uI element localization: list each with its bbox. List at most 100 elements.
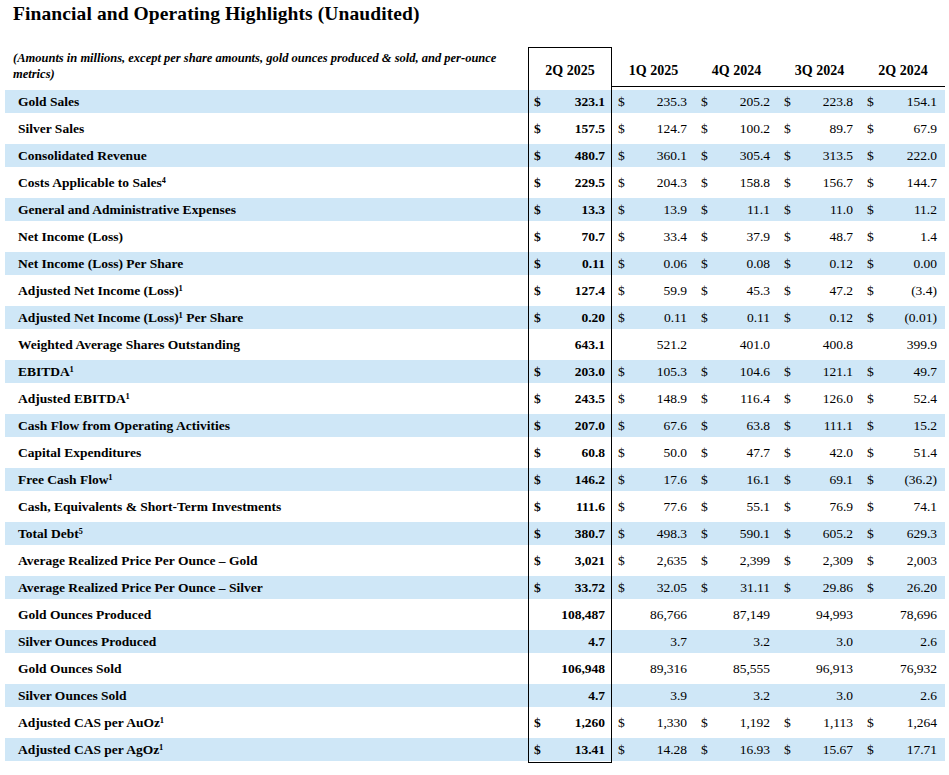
cell-value: 78,696 xyxy=(900,607,937,623)
row-label: Net Income (Loss) xyxy=(5,229,528,245)
dollar-sign: $ xyxy=(618,742,625,758)
value-cell: 401.0 xyxy=(695,337,778,353)
value-cell: 3.7 xyxy=(612,634,695,650)
cell-value: 32.05 xyxy=(657,580,687,596)
value-cell: $1,113 xyxy=(778,715,861,731)
cell-value: 31.11 xyxy=(740,580,770,596)
cell-value: 51.4 xyxy=(913,445,937,461)
table-row: Silver Sales$157.5$124.7$100.2$89.7$67.9 xyxy=(5,115,945,142)
dollar-sign: $ xyxy=(867,445,874,461)
row-label: Net Income (Loss) Per Share xyxy=(5,256,528,272)
value-cell: $2,399 xyxy=(695,553,778,569)
cell-value: 105.3 xyxy=(657,364,687,380)
value-cell: $127.4 xyxy=(528,283,612,299)
cell-value: 16.93 xyxy=(740,742,770,758)
value-cell: 3.0 xyxy=(778,688,861,704)
dollar-sign: $ xyxy=(618,121,625,137)
cell-value: 15.67 xyxy=(823,742,853,758)
cell-value: 207.0 xyxy=(575,418,605,434)
dollar-sign: $ xyxy=(618,553,625,569)
dollar-sign: $ xyxy=(784,715,791,731)
value-cell: $124.7 xyxy=(612,121,695,137)
cell-value: 3,021 xyxy=(575,553,605,569)
cell-value: 94,993 xyxy=(816,607,853,623)
dollar-sign: $ xyxy=(534,148,541,164)
cell-value: 313.5 xyxy=(823,148,853,164)
value-cell: $305.4 xyxy=(695,148,778,164)
dollar-sign: $ xyxy=(867,472,874,488)
cell-value: 305.4 xyxy=(740,148,770,164)
value-cell: $42.0 xyxy=(778,445,861,461)
dollar-sign: $ xyxy=(701,148,708,164)
value-cell: $0.06 xyxy=(612,256,695,272)
value-cell: $29.86 xyxy=(778,580,861,596)
value-cell: $14.28 xyxy=(612,742,695,758)
value-cell: $52.4 xyxy=(861,391,945,407)
dollar-sign: $ xyxy=(701,364,708,380)
row-label: Costs Applicable to Sales⁴ xyxy=(5,175,528,191)
dollar-sign: $ xyxy=(701,526,708,542)
value-cell: $148.9 xyxy=(612,391,695,407)
value-cell: $70.7 xyxy=(528,229,612,245)
value-cell: $0.12 xyxy=(778,256,861,272)
cell-value: 96,913 xyxy=(816,661,853,677)
cell-value: 104.6 xyxy=(740,364,770,380)
value-cell: 85,555 xyxy=(695,661,778,677)
cell-value: 121.1 xyxy=(823,364,853,380)
dollar-sign: $ xyxy=(534,715,541,731)
row-label: Adjusted CAS per AuOz¹ xyxy=(5,715,528,731)
cell-value: 77.6 xyxy=(663,499,687,515)
value-cell: $0.00 xyxy=(861,256,945,272)
row-label: Average Realized Price Per Ounce – Gold xyxy=(5,553,528,569)
cell-value: 126.0 xyxy=(823,391,853,407)
value-cell: 76,932 xyxy=(861,661,945,677)
table-row: Silver Ounces Produced4.73.73.23.02.6 xyxy=(5,628,945,655)
value-cell: 96,913 xyxy=(778,661,861,677)
dollar-sign: $ xyxy=(618,499,625,515)
cell-value: 360.1 xyxy=(657,148,687,164)
value-cell: 87,149 xyxy=(695,607,778,623)
cell-value: 111.1 xyxy=(824,418,853,434)
cell-value: 323.1 xyxy=(575,94,605,110)
row-label: Silver Sales xyxy=(5,121,528,137)
value-cell: $11.1 xyxy=(695,202,778,218)
row-label: EBITDA¹ xyxy=(5,364,528,380)
cell-value: 69.1 xyxy=(829,472,853,488)
dollar-sign: $ xyxy=(867,94,874,110)
value-cell: $(36.2) xyxy=(861,472,945,488)
value-cell: 400.8 xyxy=(778,337,861,353)
dollar-sign: $ xyxy=(867,499,874,515)
cell-value: 629.3 xyxy=(907,526,937,542)
dollar-sign: $ xyxy=(534,742,541,758)
column-header: 3Q 2024 xyxy=(778,63,861,84)
row-label: Gold Sales xyxy=(5,94,528,110)
table-row: Cash, Equivalents & Short-Term Investmen… xyxy=(5,493,945,520)
cell-value: 3.0 xyxy=(836,634,853,650)
dollar-sign: $ xyxy=(867,310,874,326)
dollar-sign: $ xyxy=(618,445,625,461)
value-cell: $(0.01) xyxy=(861,310,945,326)
dollar-sign: $ xyxy=(618,418,625,434)
cell-value: 111.6 xyxy=(576,499,605,515)
row-label: Consolidated Revenue xyxy=(5,148,528,164)
cell-value: 127.4 xyxy=(575,283,605,299)
value-cell: $380.7 xyxy=(528,526,612,542)
dollar-sign: $ xyxy=(701,742,708,758)
dollar-sign: $ xyxy=(701,418,708,434)
value-cell: $15.2 xyxy=(861,418,945,434)
value-cell: $1,330 xyxy=(612,715,695,731)
value-cell: $32.05 xyxy=(612,580,695,596)
value-cell: $67.9 xyxy=(861,121,945,137)
cell-value: 2,635 xyxy=(657,553,687,569)
value-cell: $26.20 xyxy=(861,580,945,596)
cell-value: 116.4 xyxy=(740,391,770,407)
dollar-sign: $ xyxy=(784,526,791,542)
cell-value: 13.41 xyxy=(575,742,605,758)
column-header: 2Q 2024 xyxy=(861,63,945,84)
dollar-sign: $ xyxy=(618,364,625,380)
cell-value: 1.4 xyxy=(920,229,937,245)
value-cell: $74.1 xyxy=(861,499,945,515)
financial-highlights-page: Financial and Operating Highlights (Unau… xyxy=(0,0,949,775)
value-cell: $205.2 xyxy=(695,94,778,110)
cell-value: 1,330 xyxy=(657,715,687,731)
